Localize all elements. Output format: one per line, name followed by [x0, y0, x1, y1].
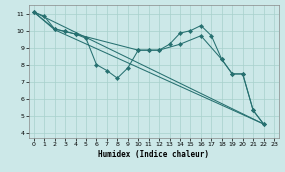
X-axis label: Humidex (Indice chaleur): Humidex (Indice chaleur) — [98, 149, 209, 159]
